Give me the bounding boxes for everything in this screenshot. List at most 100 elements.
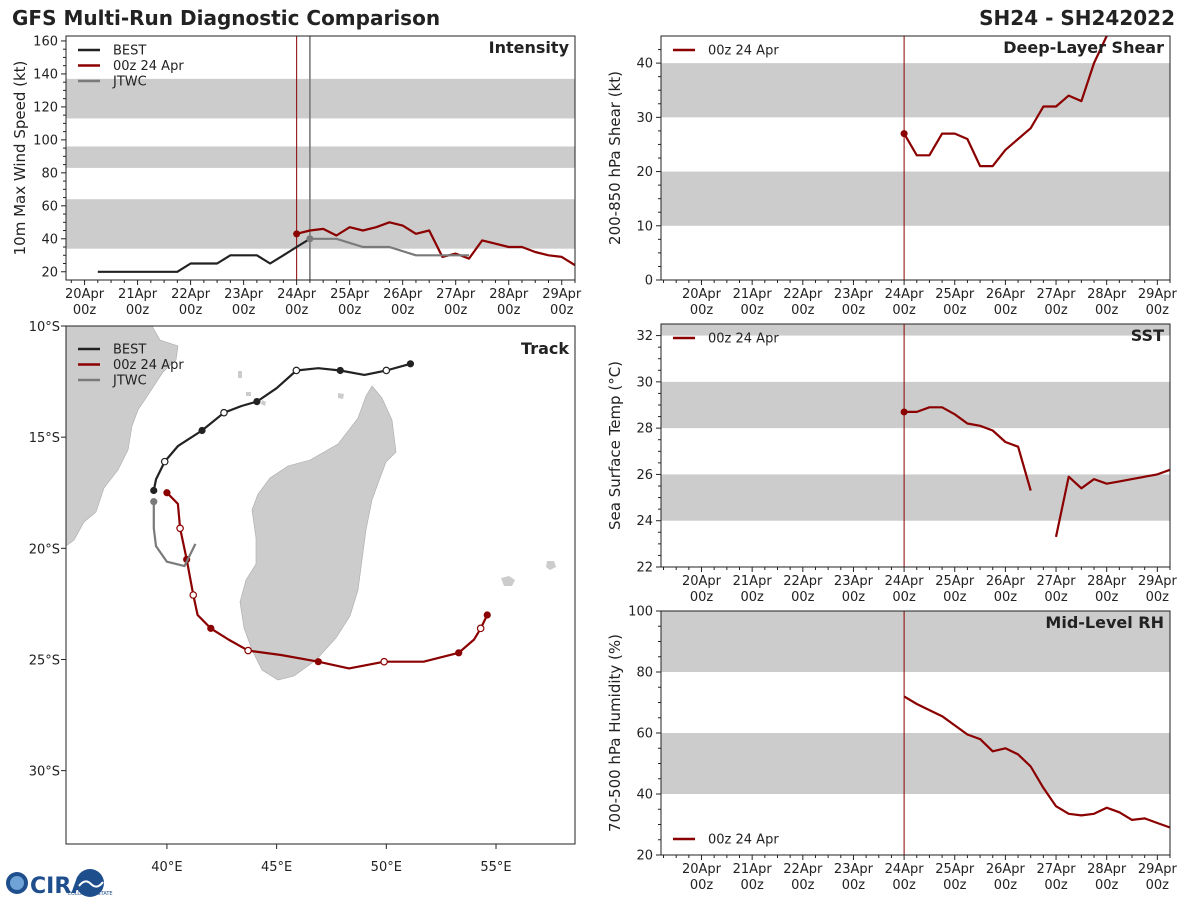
y-tick-label: 100 xyxy=(33,133,58,148)
x-tick-sublabel: 00z xyxy=(690,878,714,893)
y-tick-label: 40 xyxy=(636,57,653,72)
x-tick-label: 28Apr xyxy=(1087,574,1127,589)
series-start-point xyxy=(900,408,908,416)
legend-label: 00z 24 Apr xyxy=(708,44,779,59)
x-tick-label: 26Apr xyxy=(986,862,1026,877)
y-tick-label: 40 xyxy=(41,232,58,247)
x-tick-sublabel: 00z xyxy=(179,303,203,318)
y-tick-label: 32 xyxy=(636,329,653,344)
panel-title: Intensity xyxy=(489,38,570,57)
x-tick-sublabel: 00z xyxy=(1146,590,1170,605)
track-x-label: 40°E xyxy=(151,860,182,875)
y-tick-label: 140 xyxy=(33,67,58,82)
x-tick-label: 21Apr xyxy=(118,287,158,302)
track-point-open xyxy=(189,591,198,599)
x-tick-sublabel: 00z xyxy=(550,303,574,318)
track-lines xyxy=(150,360,491,670)
x-tick-sublabel: 00z xyxy=(1146,303,1170,318)
track-legend-label: BEST xyxy=(113,343,146,358)
x-tick-sublabel: 00z xyxy=(740,590,764,605)
x-tick-sublabel: 00z xyxy=(791,303,815,318)
x-tick-sublabel: 00z xyxy=(740,878,764,893)
x-tick-sublabel: 00z xyxy=(73,303,97,318)
y-tick-label: 40 xyxy=(636,788,653,803)
x-tick-sublabel: 00z xyxy=(1095,590,1119,605)
track-point-filled xyxy=(455,649,463,657)
small-island-north xyxy=(338,393,344,399)
y-tick-label: 30 xyxy=(636,375,653,390)
legend-label: 00z 24 Apr xyxy=(708,833,779,848)
x-tick-label: 21Apr xyxy=(733,287,773,302)
track-point-filled xyxy=(483,611,491,619)
x-tick-sublabel: 00z xyxy=(444,303,468,318)
x-tick-label: 20Apr xyxy=(682,574,722,589)
y-tick-label: 60 xyxy=(636,727,653,742)
track-point-open xyxy=(382,366,391,375)
shaded-band xyxy=(661,171,1170,226)
track-panel: 40°E 45°E 50°E 55°E 10°S 15°S 20°S 25°S 30°S Trac… xyxy=(29,320,576,875)
y-tick-label: 80 xyxy=(636,666,653,681)
x-tick-label: 27Apr xyxy=(1037,287,1077,302)
x-tick-sublabel: 00z xyxy=(1095,878,1119,893)
y-tick-label: 160 xyxy=(33,34,58,49)
track-point-filled xyxy=(198,426,206,435)
series-start-point xyxy=(306,235,314,243)
y-tick-label: 26 xyxy=(636,468,653,483)
track-point-open xyxy=(160,457,169,466)
x-tick-sublabel: 00z xyxy=(892,303,916,318)
y-tick-label: 20 xyxy=(636,849,653,864)
legend-label: JTWC xyxy=(112,75,147,90)
shear-panel: 01020304020Apr00z21Apr00z22Apr00z23Apr00… xyxy=(606,35,1178,318)
cira-logo: CIRA COLORADO STATE xyxy=(6,869,113,899)
x-tick-label: 21Apr xyxy=(733,574,773,589)
x-tick-sublabel: 00z xyxy=(994,878,1018,893)
y-tick-label: 20 xyxy=(636,165,653,180)
series-line-gfs xyxy=(903,36,1108,168)
x-tick-label: 29Apr xyxy=(1138,287,1178,302)
x-tick-sublabel: 00z xyxy=(285,303,309,318)
y-tick-label: 28 xyxy=(636,422,653,437)
track-frame xyxy=(65,325,576,845)
wave-icon xyxy=(78,880,104,888)
y-tick-label: 100 xyxy=(628,605,653,620)
shaded-band xyxy=(66,78,575,119)
x-tick-label: 22Apr xyxy=(783,287,823,302)
track-point-open xyxy=(220,408,228,417)
series-start-point xyxy=(293,230,301,238)
x-tick-label: 22Apr xyxy=(783,862,823,877)
y-tick-label: 30 xyxy=(636,111,653,126)
x-tick-sublabel: 00z xyxy=(892,590,916,605)
track-y-label: 10°S xyxy=(29,320,60,335)
y-tick-label: 80 xyxy=(41,166,58,181)
shaded-band xyxy=(661,733,1170,794)
x-tick-label: 29Apr xyxy=(1138,574,1178,589)
track-legend-label: JTWC xyxy=(112,374,147,389)
plot-area xyxy=(661,36,1170,280)
x-tick-sublabel: 00z xyxy=(1044,303,1068,318)
plot-frame xyxy=(65,35,576,281)
track-point-filled xyxy=(314,658,322,666)
x-tick-label: 26Apr xyxy=(383,287,423,302)
y-axis-label: 200-850 hPa Shear (kt) xyxy=(606,71,624,245)
x-tick-label: 23Apr xyxy=(834,287,874,302)
track-y-label: 20°S xyxy=(29,542,60,557)
x-tick-sublabel: 00z xyxy=(943,303,967,318)
x-tick-label: 23Apr xyxy=(224,287,264,302)
shaded-band xyxy=(661,63,1170,118)
track-x-label: 45°E xyxy=(261,860,292,875)
y-axis-label: 700-500 hPa Humidity (%) xyxy=(606,634,624,832)
plot-area xyxy=(66,36,575,280)
track-point-open xyxy=(292,366,301,375)
x-tick-label: 26Apr xyxy=(986,287,1026,302)
x-tick-label: 29Apr xyxy=(1138,862,1178,877)
figure-title: GFS Multi-Run Diagnostic Comparison xyxy=(12,6,440,30)
x-tick-sublabel: 00z xyxy=(943,878,967,893)
x-tick-sublabel: 00z xyxy=(391,303,415,318)
series-start-point xyxy=(900,130,908,138)
x-tick-label: 25Apr xyxy=(935,287,975,302)
plot-area xyxy=(661,324,1170,567)
x-tick-label: 24Apr xyxy=(885,862,925,877)
sst-panel: 22242628303220Apr00z21Apr00z22Apr00z23Ap… xyxy=(606,323,1178,605)
x-tick-label: 25Apr xyxy=(935,574,975,589)
x-tick-label: 24Apr xyxy=(885,574,925,589)
